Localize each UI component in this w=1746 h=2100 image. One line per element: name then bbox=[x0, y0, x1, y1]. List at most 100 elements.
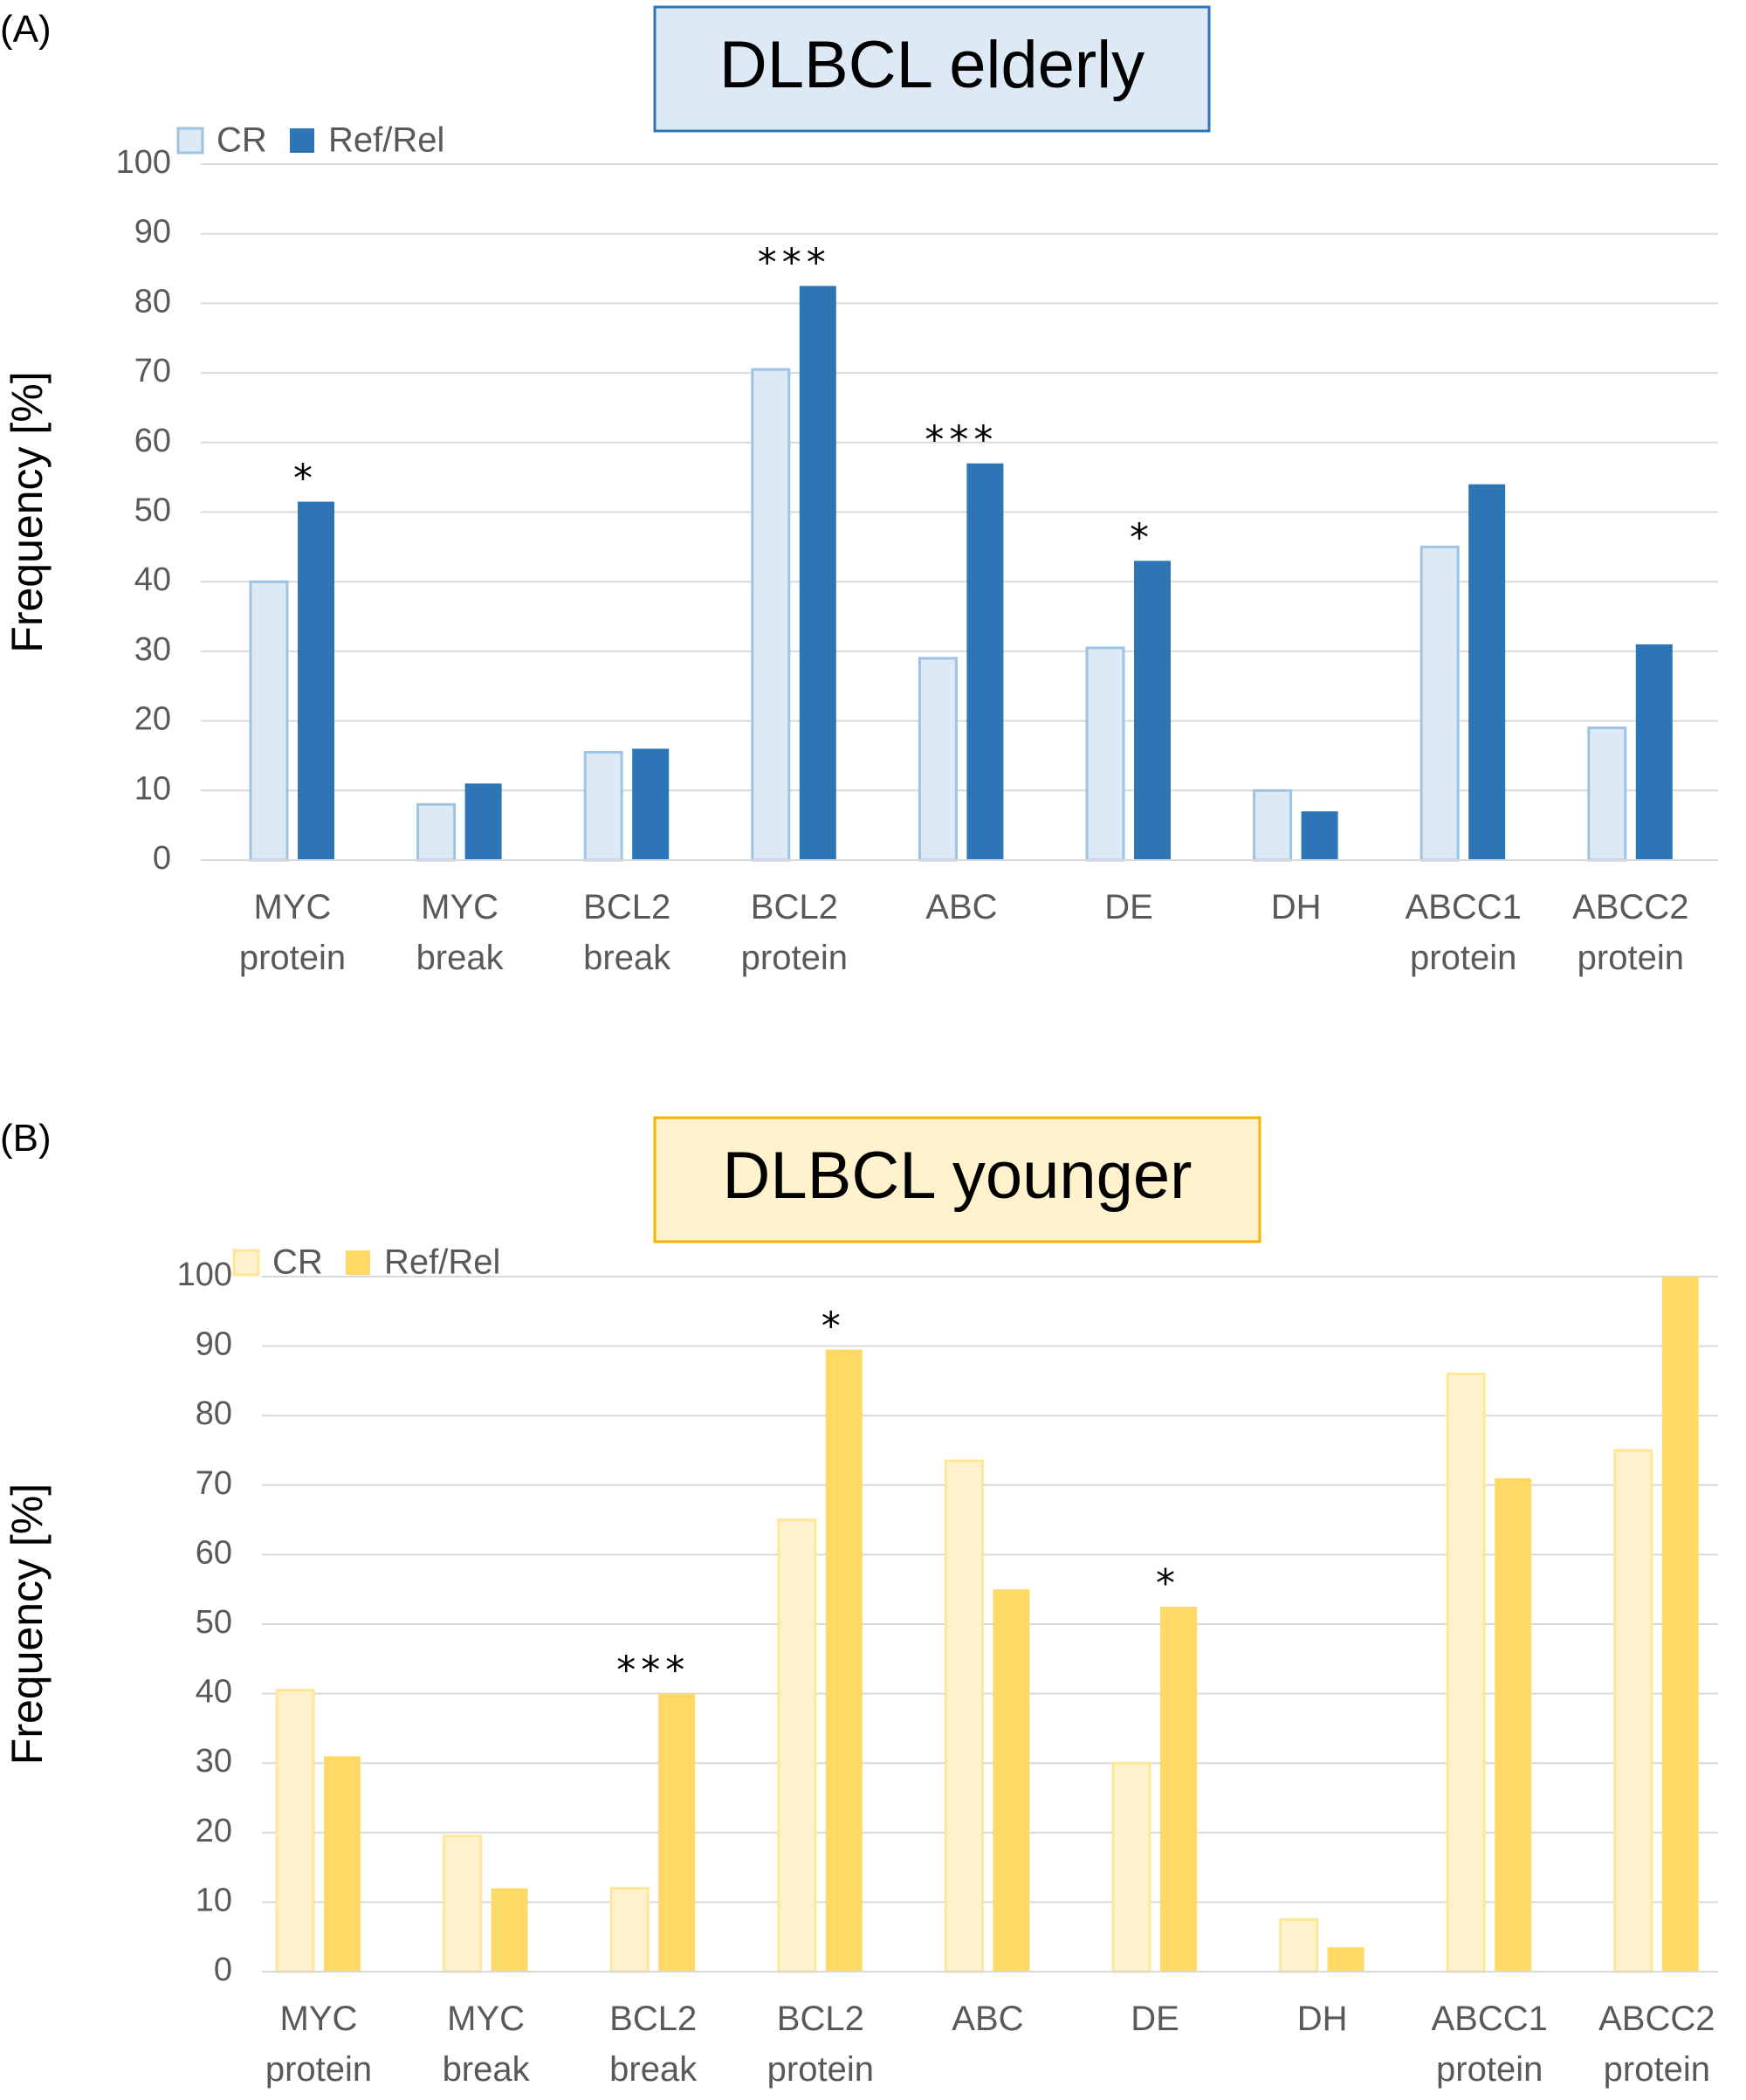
panel-2-y-tick-label: 50 bbox=[196, 1604, 232, 1641]
panel-1-category-label: DH bbox=[1271, 888, 1322, 926]
panel-2-bar-ref-rel bbox=[658, 1693, 696, 1972]
panel-2-y-tick-label: 0 bbox=[214, 1952, 232, 1988]
panel-1-category-label-line2: protein bbox=[741, 939, 848, 977]
panel-2-category-label: MYC bbox=[447, 2000, 525, 2038]
panel-1-category-label: ABCC1 bbox=[1406, 888, 1522, 926]
panel-2-category-label-line2: break bbox=[443, 2050, 531, 2089]
panel-2-category-label: ABC bbox=[952, 2000, 1023, 2038]
panel-2-bar-cr bbox=[1446, 1372, 1486, 1973]
panel-1-bar-ref-rel bbox=[632, 748, 670, 860]
panel-2-bar-ref-rel bbox=[491, 1888, 528, 1972]
panel-1-title-box bbox=[653, 5, 1211, 133]
panel-1-y-tick-label: 50 bbox=[134, 492, 171, 529]
panel-1-bar-ref-rel bbox=[298, 501, 334, 860]
panel-1-bar-ref-rel bbox=[799, 286, 836, 861]
panel-1-title: DLBCL elderly bbox=[719, 28, 1145, 102]
panel-1-y-tick-label: 30 bbox=[134, 631, 171, 668]
panel-2-bar-cr bbox=[1111, 1761, 1151, 1973]
panel-2-y-axis-label: Frequency [%] bbox=[3, 1484, 52, 1765]
panel-2-category-label: MYC bbox=[280, 2000, 358, 2038]
panel-2-significance-marker: * bbox=[821, 1305, 846, 1349]
panel-1-y-tick-label: 70 bbox=[134, 353, 171, 389]
panel-1-y-tick-label: 20 bbox=[134, 701, 171, 738]
panel-1-legend-label-cr: CR bbox=[217, 121, 267, 160]
panel-2-significance-marker: *** bbox=[616, 1649, 690, 1693]
panel-2-title-box bbox=[653, 1116, 1261, 1243]
panel-2-bar-cr bbox=[944, 1459, 984, 1973]
panel-2-bar-cr bbox=[609, 1886, 650, 1973]
panel-1-category-label-line2: break bbox=[583, 939, 671, 977]
panel-1-bar-ref-rel bbox=[966, 463, 1004, 860]
panel-2-panel-label: (B) bbox=[0, 1117, 52, 1160]
panel-1-category-label: MYC bbox=[254, 888, 332, 926]
panel-1-category-label-line2: protein bbox=[1578, 939, 1684, 977]
panel-2-bar-cr bbox=[1279, 1918, 1319, 1973]
panel-1-bar-cr bbox=[918, 657, 958, 862]
panel-1-category-label: ABC bbox=[925, 888, 997, 926]
panel-2-bar-ref-rel bbox=[825, 1349, 863, 1972]
panel-1-bar-cr bbox=[751, 368, 791, 862]
panel-1-bar-cr bbox=[249, 580, 289, 862]
panel-1-bar-ref-rel bbox=[464, 783, 502, 860]
panel-1-bar-cr bbox=[416, 802, 457, 862]
panel-1-y-axis-label: Frequency [%] bbox=[3, 371, 52, 652]
panel-1-y-tick-label: 10 bbox=[134, 770, 171, 807]
panel-1-y-tick-label: 80 bbox=[134, 283, 171, 320]
panel-1-legend-swatch-ref-rel bbox=[290, 128, 314, 153]
panel-2-legend-swatch-cr bbox=[232, 1249, 260, 1277]
panel-2-bar-ref-rel bbox=[324, 1756, 361, 1972]
panel-1-significance-marker: * bbox=[293, 457, 318, 501]
panel-1-bar-ref-rel bbox=[1134, 561, 1171, 860]
panel-1-category-label-line2: protein bbox=[1410, 939, 1516, 977]
panel-1-significance-marker: *** bbox=[758, 240, 831, 285]
panel-1-bar-cr bbox=[1587, 726, 1627, 862]
panel-1-bar-cr bbox=[1419, 545, 1460, 862]
panel-1-bar-cr bbox=[1253, 788, 1293, 862]
panel-1-legend-swatch-cr bbox=[176, 127, 204, 155]
panel-2-category-label: BCL2 bbox=[609, 2000, 697, 2038]
panel-1-legend-label-ref-rel: Ref/Rel bbox=[328, 121, 444, 160]
panel-2-category-label-line2: protein bbox=[265, 2050, 372, 2089]
panel-2-y-tick-label: 80 bbox=[196, 1395, 232, 1432]
panel-2-category-label-line2: break bbox=[609, 2050, 698, 2089]
panel-2-legend-swatch-ref-rel bbox=[346, 1250, 370, 1275]
panel-1-bar-ref-rel bbox=[1468, 484, 1506, 860]
panel-2-y-tick-label: 30 bbox=[196, 1743, 232, 1780]
panel-1-category-label: DE bbox=[1104, 888, 1153, 926]
panel-1-category-label: BCL2 bbox=[583, 888, 670, 926]
panel-2-category-label-line2: protein bbox=[1436, 2050, 1543, 2089]
panel-2-category-label: DH bbox=[1297, 2000, 1348, 2038]
panel-2-y-tick-label: 70 bbox=[196, 1465, 232, 1502]
panel-2-title: DLBCL younger bbox=[723, 1139, 1193, 1213]
panel-2-bar-ref-rel bbox=[993, 1589, 1030, 1972]
panel-1-y-tick-label: 60 bbox=[134, 423, 171, 459]
panel-1-y-tick-label: 100 bbox=[116, 144, 171, 181]
panel-2-bar-ref-rel bbox=[1327, 1947, 1364, 1972]
panel-1-y-tick-label: 0 bbox=[153, 840, 171, 877]
panel-2-category-label-line2: protein bbox=[767, 2050, 874, 2089]
panel-2-y-tick-label: 60 bbox=[196, 1534, 232, 1571]
panel-1-category-label: MYC bbox=[421, 888, 498, 926]
panel-2-y-tick-label: 90 bbox=[196, 1326, 232, 1363]
panel-1-y-tick-label: 40 bbox=[134, 561, 171, 598]
panel-1-bar-cr bbox=[583, 750, 623, 862]
panel-2-bar-ref-rel bbox=[1495, 1477, 1532, 1972]
panel-2-category-label: ABCC1 bbox=[1432, 2000, 1548, 2038]
panel-1-bar-ref-rel bbox=[1301, 811, 1338, 860]
panel-1-category-label: ABCC2 bbox=[1572, 888, 1688, 926]
panel-1-category-label-line2: protein bbox=[239, 939, 346, 977]
panel-2-y-tick-label: 20 bbox=[196, 1813, 232, 1849]
panel-1-y-tick-label: 90 bbox=[134, 214, 171, 251]
panel-2-bar-cr bbox=[777, 1518, 817, 1973]
panel-1-panel-label: (A) bbox=[0, 8, 52, 51]
panel-2-y-tick-label: 10 bbox=[196, 1882, 232, 1918]
panel-2-legend-label-ref-rel: Ref/Rel bbox=[384, 1243, 500, 1282]
panel-2-bar-ref-rel bbox=[1160, 1607, 1197, 1972]
panel-2-category-label: DE bbox=[1131, 2000, 1179, 2038]
panel-2-y-tick-label: 40 bbox=[196, 1674, 232, 1711]
panel-1-bar-cr bbox=[1085, 646, 1125, 862]
panel-1-category-label-line2: break bbox=[416, 939, 505, 977]
panel-2-bar-ref-rel bbox=[1661, 1277, 1699, 1972]
panel-2-category-label: ABCC2 bbox=[1598, 2000, 1715, 2038]
panel-2-significance-marker: * bbox=[1156, 1561, 1180, 1606]
